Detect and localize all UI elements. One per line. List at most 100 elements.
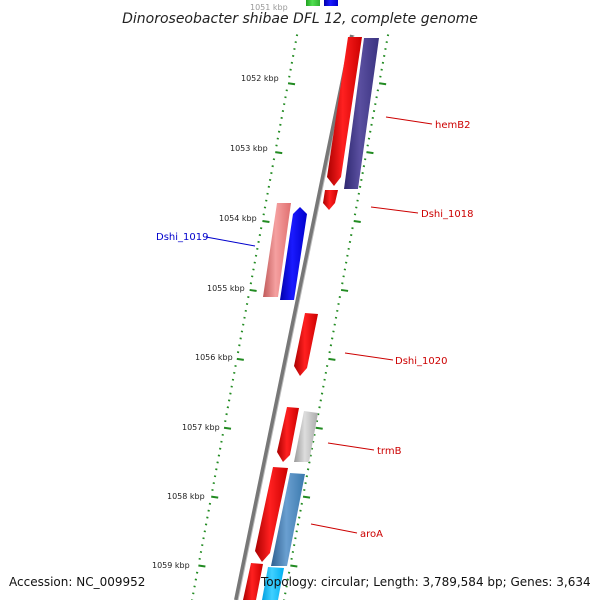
ruler-right-minor-tick [284,592,287,595]
ruler-label-1051: 1051 kbp [250,3,288,12]
ruler-left-major-tick [275,151,283,155]
ruler-left-minor-tick [213,475,217,478]
ruler-right-minor-tick [298,516,301,519]
ruler-right-minor-tick [370,123,373,126]
gene-Dshi_1020-red[interactable] [294,313,318,376]
gene-label-Dshi_1019[interactable]: Dshi_1019 [156,232,208,243]
gene-aroA-steelblue[interactable] [271,473,305,566]
ruler-right-minor-tick [291,550,295,554]
gene-label-Dshi_1018[interactable]: Dshi_1018 [421,209,473,220]
gene-top-blue[interactable] [324,0,338,6]
ruler-left-minor-tick [293,48,296,51]
ruler-left-minor-tick [270,172,273,175]
gene-pink[interactable] [263,203,291,297]
ruler-right-minor-tick [334,316,338,319]
gene-red-aroA-left[interactable] [255,467,288,562]
ruler-left-minor-tick [198,557,201,560]
ruler-left-minor-tick [267,185,271,188]
ruler-right-minor-tick [294,537,297,540]
ruler-right-minor-tick [324,371,328,374]
ruler-left-minor-tick [230,385,233,388]
ruler-left-minor-tick [202,537,205,540]
ruler-right-minor-tick [341,282,344,285]
ruler-left-minor-tick [277,130,281,133]
ruler-right-major-tick [366,151,374,155]
ruler-right-minor-tick [318,406,321,409]
ruler-right-minor-tick [290,557,293,560]
ruler-right-minor-tick [348,240,352,243]
ruler-left-minor-tick [215,468,218,471]
gene-Dshi_1019-blue[interactable] [280,207,307,300]
ruler-right-minor-tick [369,130,372,133]
ruler-right-minor-tick [379,75,382,78]
ruler-right-minor-tick [304,482,307,485]
ruler-left-minor-tick [208,502,212,505]
ruler-left-minor-tick [199,550,203,554]
gene-trmB-grey[interactable] [294,411,318,462]
ruler-left-minor-tick [221,433,224,436]
ruler-left-minor-tick [265,199,268,202]
gene-label-trmB[interactable]: trmB [377,446,402,457]
ruler-left-minor-tick [211,488,214,492]
ruler-right-minor-tick [320,392,324,395]
gene-top-green[interactable] [306,0,320,6]
ruler-left-minor-tick [271,165,274,168]
ruler-left-minor-tick [236,351,240,354]
ruler-right-minor-tick [372,110,376,113]
ruler-label-1052: 1052 kbp [241,74,279,83]
gene-bottom-cyan[interactable] [262,567,284,600]
gene-purple[interactable] [344,38,379,189]
ruler-label-1056: 1056 kbp [195,353,233,362]
ruler-left-major-tick [249,288,257,292]
ruler-left-minor-tick [268,178,272,181]
ruler-right-major-tick [328,357,336,361]
ruler-left-minor-tick [244,309,247,312]
ruler-right-minor-tick [351,227,354,230]
ruler-left-minor-tick [203,530,206,533]
ruler-left-minor-tick [257,240,260,243]
ruler-left-minor-tick [272,158,276,161]
ruler-label-1059: 1059 kbp [152,561,190,570]
ruler-left-minor-tick [245,302,249,305]
ruler-left-minor-tick [263,206,267,209]
ruler-right-minor-tick [385,41,388,44]
ruler-right-minor-tick [303,488,306,492]
ruler-left-minor-tick [226,406,230,409]
ruler-left-minor-tick [247,296,250,299]
ruler-right-minor-tick [353,213,357,216]
ruler-left-minor-tick [275,144,278,147]
gene-red-trmB-left[interactable] [277,407,299,462]
ruler-left-minor-tick [266,192,269,195]
ruler-right-minor-tick [329,344,333,347]
gene-label-hemB2[interactable]: hemB2 [435,120,470,131]
ruler-right-minor-tick [360,178,363,181]
ruler-right-minor-tick [386,34,390,37]
ruler-left-minor-tick [258,234,262,237]
ruler-right-minor-tick [286,578,289,581]
ruler-left-minor-tick [201,544,204,547]
ruler-right-minor-tick [292,544,296,547]
gene-Dshi_1018-red[interactable] [323,190,338,210]
ruler-left-minor-tick [288,75,291,78]
ruler-left-minor-tick [225,413,228,416]
ruler-left-minor-tick [294,41,297,44]
ruler-left-major-tick [211,495,219,499]
ruler-right-minor-tick [358,185,362,188]
ruler-right-minor-tick [380,68,383,71]
gene-label-Dshi_1020[interactable]: Dshi_1020 [395,356,447,367]
ruler-right-minor-tick [333,323,336,326]
ruler-left-minor-tick [239,337,242,340]
ruler-left-minor-tick [217,454,221,457]
ruler-label-1055: 1055 kbp [207,284,245,293]
ruler-right-minor-tick [295,530,298,533]
ruler-label-1054: 1054 kbp [219,214,257,223]
ruler-left-minor-tick [242,323,245,326]
gene-label-aroA[interactable]: aroA [360,529,383,540]
ruler-right-minor-tick [383,54,386,57]
gene-bottom-red[interactable] [243,563,263,600]
gene-hemB2-red[interactable] [327,37,362,186]
ruler-left-minor-tick [204,523,208,526]
ruler-left-minor-tick [259,227,263,230]
ruler-left-minor-tick [276,137,279,140]
